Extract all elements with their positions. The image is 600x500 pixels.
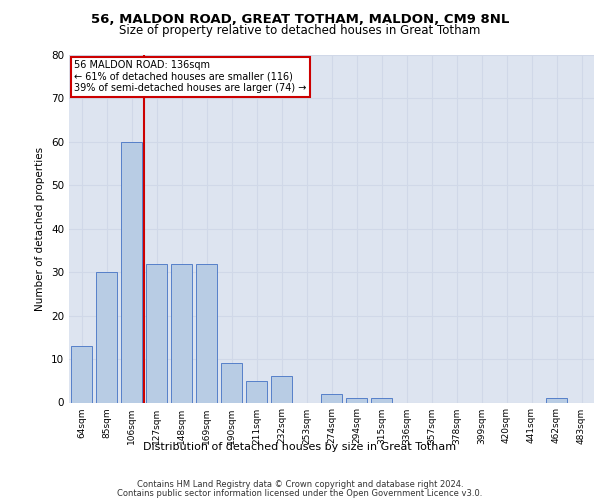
Bar <box>546 398 567 402</box>
Bar <box>146 264 167 402</box>
Text: 56 MALDON ROAD: 136sqm
← 61% of detached houses are smaller (116)
39% of semi-de: 56 MALDON ROAD: 136sqm ← 61% of detached… <box>74 60 307 94</box>
Bar <box>271 376 292 402</box>
Bar <box>346 398 367 402</box>
Text: Contains public sector information licensed under the Open Government Licence v3: Contains public sector information licen… <box>118 488 482 498</box>
Bar <box>171 264 192 402</box>
Bar <box>71 346 92 403</box>
Text: Distribution of detached houses by size in Great Totham: Distribution of detached houses by size … <box>143 442 457 452</box>
Bar <box>246 381 267 402</box>
Bar <box>221 364 242 403</box>
Y-axis label: Number of detached properties: Number of detached properties <box>35 146 46 311</box>
Bar <box>96 272 117 402</box>
Text: Size of property relative to detached houses in Great Totham: Size of property relative to detached ho… <box>119 24 481 37</box>
Bar <box>121 142 142 403</box>
Text: 56, MALDON ROAD, GREAT TOTHAM, MALDON, CM9 8NL: 56, MALDON ROAD, GREAT TOTHAM, MALDON, C… <box>91 13 509 26</box>
Bar <box>371 398 392 402</box>
Bar <box>196 264 217 402</box>
Bar <box>321 394 342 402</box>
Text: Contains HM Land Registry data © Crown copyright and database right 2024.: Contains HM Land Registry data © Crown c… <box>137 480 463 489</box>
